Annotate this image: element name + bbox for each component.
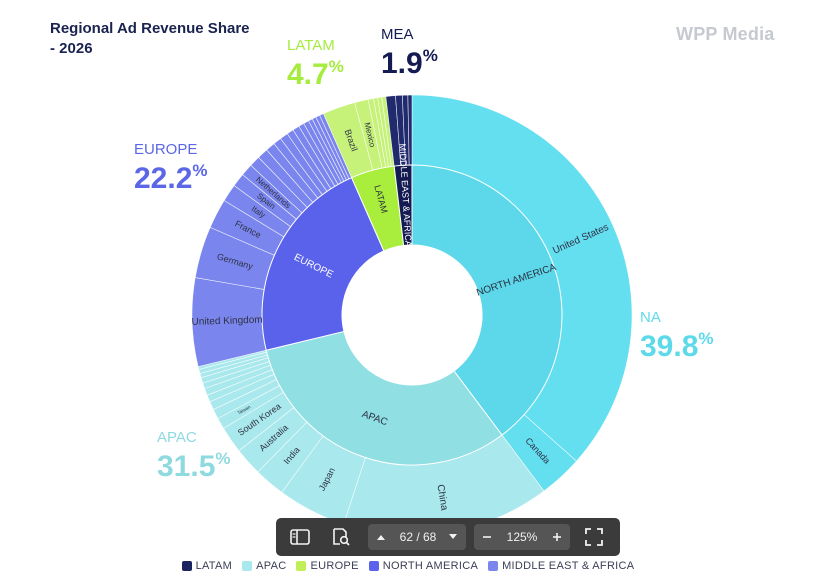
legend-swatch [296,561,307,571]
outer-ring [191,94,633,536]
page-indicator[interactable]: 62 / 68 [399,530,437,544]
callout-label-europe: EUROPE [134,141,197,158]
sidebar-toggle-button[interactable] [288,526,312,548]
callout-value-apac: 31.5% [157,449,231,482]
fullscreen-button[interactable] [582,526,606,548]
document-search-button[interactable] [328,526,354,548]
plus-icon [553,533,561,541]
inner-segment-apac [265,330,503,466]
legend-item-europe: EUROPE [296,560,358,572]
page-navigator: 62 / 68 [368,524,466,550]
legend-label: APAC [256,560,287,572]
brand-logo: WPP Media [676,24,775,44]
region-callouts: NA 39.8% APAC 31.5% EUROPE 22.2% LATAM 4.7% MEA 1… [134,26,714,483]
legend-swatch [368,561,379,571]
next-page-button[interactable] [444,528,462,546]
zoom-level[interactable]: 125% [506,530,538,544]
legend-item-north-america: NORTH AMERICA [368,560,479,572]
outer-label-china: China [434,484,449,512]
fullscreen-icon [585,528,603,546]
callout-value-north-america: 39.8% [640,329,714,362]
legend-label: EUROPE [310,560,359,572]
legend-label: LATAM [195,560,233,572]
chevron-up-icon [377,535,385,540]
inner-segment-north-america [411,164,563,436]
callout-value-latam: 4.7% [287,57,344,90]
legend-swatch [488,561,499,571]
previous-page-button[interactable] [372,528,390,546]
legend-item-apac: APAC [242,560,286,572]
legend-swatch [242,561,253,571]
callout-label-middle-east-africa: MEA [381,26,414,43]
legend-swatch [181,561,192,571]
outer-label-taiwan: Taiwan [237,404,252,416]
inner-segment-middle-east-africa [393,164,413,247]
inner-ring [261,164,563,466]
callout-value-europe: 22.2% [134,161,208,194]
chart-legend: LATAM APAC EUROPE NORTH AMERICA MIDDLE EAST … [0,556,816,576]
callout-label-latam: LATAM [287,37,335,54]
chart-title: Regional Ad Revenue Share - 2026 [50,20,250,57]
callout-label-north-america: NA [640,309,661,326]
sidebar-icon [290,529,310,545]
inner-segment-europe [261,177,385,351]
zoom-in-button[interactable] [548,528,566,546]
outer-label-united-kingdom: United Kingdom [191,315,262,328]
search-document-icon [333,528,350,546]
legend-label: MIDDLE EAST & AFRICA [502,560,635,572]
pdf-viewer-toolbar: 62 / 68 125% [276,518,620,556]
chevron-down-icon [449,534,457,539]
zoom-control: 125% [474,524,570,550]
callout-value-middle-east-africa: 1.9% [381,46,438,79]
legend-item-latam: LATAM [181,560,233,572]
zoom-out-button[interactable] [478,528,496,546]
legend-item-middle-east-africa: MIDDLE EAST & AFRICA [488,560,634,572]
legend-label: NORTH AMERICA [382,560,479,572]
callout-label-apac: APAC [157,429,197,446]
minus-icon [483,536,491,538]
